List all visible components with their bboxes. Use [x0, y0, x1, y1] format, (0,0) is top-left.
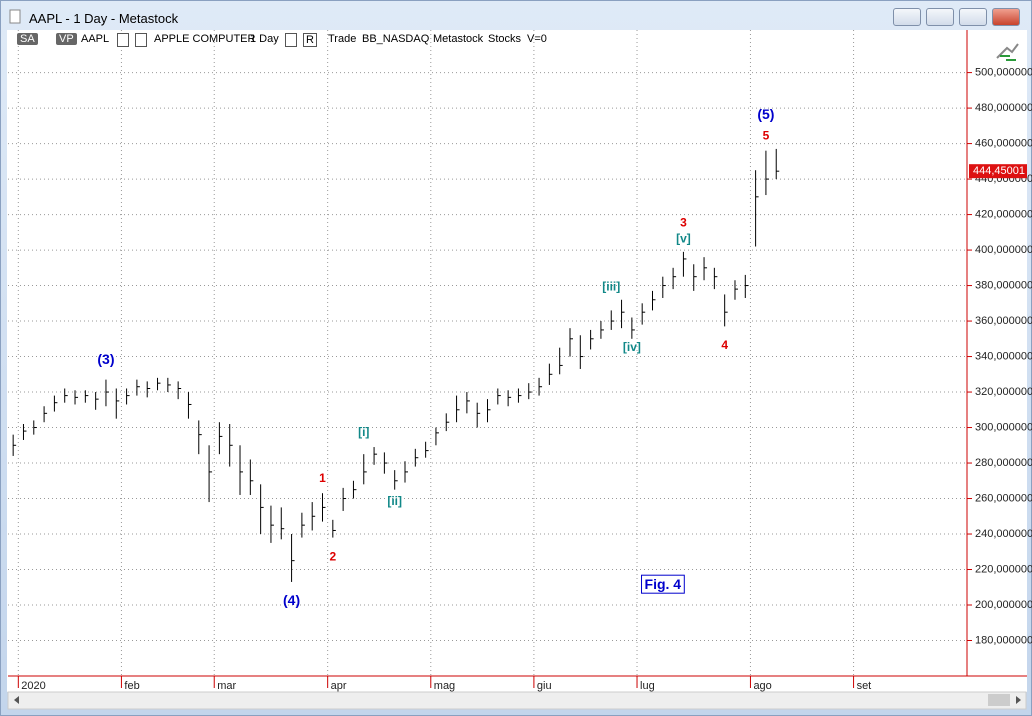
toolbar-text: Stocks [488, 33, 522, 45]
x-tick-label: mag [434, 680, 455, 692]
y-tick-label: 280,000000 [975, 457, 1032, 469]
toolbar-icon[interactable] [996, 43, 1019, 59]
y-tick-label: 480,000000 [975, 102, 1032, 114]
y-tick-label: 380,000000 [975, 279, 1032, 291]
last-price-label: 444,45001 [973, 165, 1025, 177]
y-tick-label: 500,000000 [975, 66, 1032, 78]
x-tick-label: apr [331, 680, 347, 692]
annotation: 3 [680, 216, 687, 230]
annotation: [ii] [387, 494, 402, 508]
toolbar-text: 1 Day [250, 33, 279, 45]
maximize-button[interactable] [959, 8, 987, 26]
annotation: (5) [757, 106, 774, 122]
annotation: [iii] [602, 280, 620, 294]
toolbar-text: V=0 [527, 33, 547, 45]
y-tick-label: 260,000000 [975, 492, 1032, 504]
toolbar-text: Metastock [433, 33, 484, 45]
toolbar-text: BB_NASDAQ [362, 33, 430, 45]
annotation: (3) [97, 351, 114, 367]
toolbar-icon[interactable] [1000, 55, 1016, 61]
y-tick-label: 460,000000 [975, 137, 1032, 149]
y-tick-label: 300,000000 [975, 421, 1032, 433]
y-tick-label: 180,000000 [975, 634, 1032, 646]
annotation: 2 [329, 549, 336, 563]
annotation: [iv] [623, 340, 641, 354]
window-button[interactable] [893, 8, 921, 26]
app-icon [9, 9, 21, 24]
annotation-box [641, 574, 685, 594]
y-tick-label: 200,000000 [975, 599, 1032, 611]
x-tick-label: lug [640, 680, 655, 692]
annotation: [v] [676, 232, 691, 246]
x-tick-label: 2020 [21, 680, 45, 692]
last-price-box [969, 164, 1027, 179]
x-tick-label: set [857, 680, 872, 692]
toolbar-text: Trade [328, 33, 357, 45]
toolbar-button[interactable]: SA [17, 33, 38, 45]
x-tick-label: ago [753, 680, 771, 692]
window-title: AAPL - 1 Day - Metastock [29, 11, 179, 26]
toolbar-text: AAPL [81, 33, 110, 45]
y-tick-label: 360,000000 [975, 315, 1032, 327]
annotation: [i] [358, 425, 369, 439]
y-tick-label: 320,000000 [975, 386, 1032, 398]
y-tick-label: 240,000000 [975, 528, 1032, 540]
scrollbar[interactable] [7, 691, 1027, 710]
minimize-button[interactable] [926, 8, 954, 26]
y-tick-label: 420,000000 [975, 208, 1032, 220]
y-tick-label: 340,000000 [975, 350, 1032, 362]
x-tick-label: mar [217, 680, 236, 692]
close-button[interactable] [992, 8, 1020, 26]
y-tick-label: 400,000000 [975, 244, 1032, 256]
toolbar-button[interactable]: R [303, 33, 317, 47]
chart-background [7, 30, 1027, 692]
x-tick-label: giu [537, 680, 552, 692]
x-tick-label: feb [124, 680, 139, 692]
scroll-thumb[interactable] [988, 694, 1010, 706]
annotation: 1 [319, 471, 326, 485]
toolbar-text: APPLE COMPUTER [154, 33, 256, 45]
toolbar-button[interactable]: VP [56, 33, 77, 45]
y-tick-label: 220,000000 [975, 563, 1032, 575]
dropdown[interactable] [135, 33, 147, 47]
dropdown[interactable] [285, 33, 297, 47]
annotation: 4 [721, 338, 728, 352]
dropdown[interactable] [117, 33, 129, 47]
annotation: Fig. 4 [645, 576, 682, 592]
annotation: 5 [763, 129, 770, 143]
annotation: (4) [283, 592, 300, 608]
